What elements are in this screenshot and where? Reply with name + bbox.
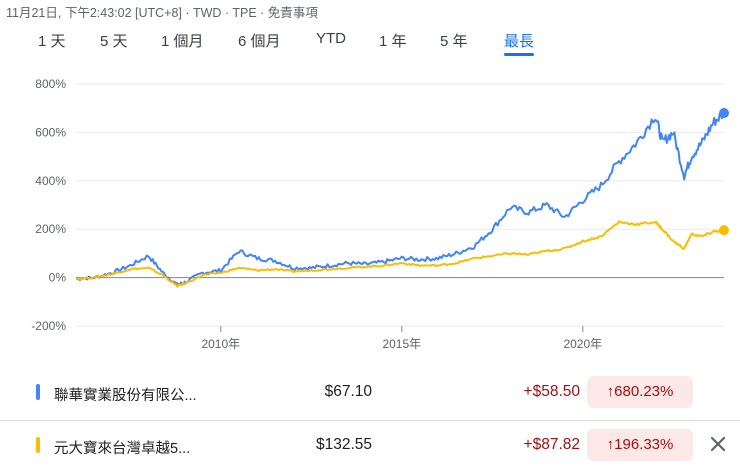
- tab-max[interactable]: 最長: [504, 30, 535, 56]
- x-tick-label: 2015年: [382, 337, 421, 351]
- tab-ytd[interactable]: YTD: [316, 30, 346, 47]
- security-change: +$87.82: [523, 436, 580, 453]
- security-change: +$58.50: [523, 383, 580, 400]
- security-price: $132.55: [315, 436, 372, 453]
- compare-row-0050[interactable]: 元大寶來台灣卓越5... $132.55 +$87.82 ↑196.33%: [0, 420, 740, 471]
- security-price: $67.10: [324, 383, 372, 400]
- security-name: 聯華實業股份有限公...: [54, 388, 197, 404]
- arrow-up-icon: ↑: [606, 383, 615, 400]
- percent-value: 680.23%: [614, 383, 674, 400]
- y-tick-label: -200%: [31, 319, 66, 333]
- close-icon[interactable]: [706, 432, 730, 456]
- timestamp-disclaimer: 11月21日, 下午2:43:02 [UTC+8] · TWD · TPE · …: [6, 6, 318, 20]
- x-axis-labels: 2010年 2015年 2020年: [201, 337, 602, 351]
- x-tick-label: 2020年: [563, 337, 602, 351]
- range-tabs: 1 天 5 天 1 個月 6 個月 YTD 1 年 5 年 最長: [0, 30, 740, 60]
- tab-1-year[interactable]: 1 年: [379, 33, 407, 50]
- series-end-point-0050: [719, 225, 729, 236]
- comparison-chart[interactable]: 800% 600% 400% 200% 0% -200% 2010年 2015年 2020年: [0, 70, 740, 360]
- tab-5-years[interactable]: 5 年: [440, 33, 468, 50]
- y-tick-label: 600%: [35, 125, 66, 139]
- y-axis-labels: 800% 600% 400% 200% 0% -200%: [31, 77, 66, 333]
- chart-series: [75, 108, 729, 288]
- series-line-0050: [75, 220, 725, 288]
- arrow-up-icon: ↑: [606, 436, 615, 453]
- compare-row-ual[interactable]: 聯華實業股份有限公... $67.10 +$58.50 ↑680.23%: [0, 368, 740, 418]
- series-end-point-ual: [719, 108, 729, 119]
- series-color-swatch: [36, 437, 40, 453]
- percent-value: 196.33%: [614, 436, 674, 453]
- series-line-ual: [75, 110, 725, 287]
- tab-1-day[interactable]: 1 天: [38, 33, 66, 50]
- chart-grid: [76, 83, 724, 332]
- y-tick-label: 0%: [49, 271, 67, 285]
- series-color-swatch: [36, 384, 40, 400]
- security-name: 元大寶來台灣卓越5...: [54, 441, 191, 457]
- tab-6-months[interactable]: 6 個月: [238, 33, 281, 50]
- y-tick-label: 800%: [35, 77, 66, 91]
- percent-change-badge: ↑196.33%: [587, 429, 693, 461]
- y-tick-label: 200%: [35, 222, 66, 236]
- y-tick-label: 400%: [35, 174, 66, 188]
- tab-1-month[interactable]: 1 個月: [161, 33, 204, 50]
- x-tick-label: 2010年: [201, 337, 240, 351]
- percent-change-badge: ↑680.23%: [587, 376, 693, 408]
- tab-5-days[interactable]: 5 天: [100, 33, 128, 50]
